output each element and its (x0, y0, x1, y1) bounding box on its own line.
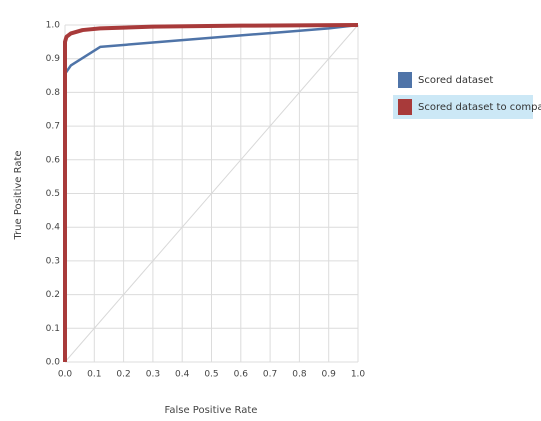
y-tick-label: 0.3 (46, 256, 60, 266)
x-tick-label: 0.4 (175, 370, 190, 380)
x-tick-label: 1.0 (351, 370, 366, 380)
legend-highlight (393, 95, 533, 119)
y-tick-label: 0.8 (46, 88, 61, 98)
x-tick-label: 0.5 (204, 370, 218, 380)
diagonal-reference (64, 24, 359, 363)
x-tick-label: 0.1 (87, 370, 101, 380)
x-tick-label: 0.2 (116, 370, 130, 380)
x-axis-title: False Positive Rate (165, 405, 258, 416)
x-tick-label: 0.0 (58, 370, 73, 380)
y-tick-label: 0.9 (46, 54, 61, 64)
y-tick-label: 0.2 (46, 290, 60, 300)
x-tick-label: 0.7 (263, 370, 277, 380)
y-tick-label: 0.5 (46, 189, 60, 199)
y-tick-label: 0.7 (46, 122, 60, 132)
y-tick-label: 1.0 (46, 21, 61, 31)
y-tick-label: 0.0 (46, 358, 61, 368)
x-tick-label: 0.6 (234, 370, 249, 380)
y-axis-title: True Positive Rate (13, 150, 24, 240)
legend-label[interactable]: Scored dataset to compare (418, 102, 541, 113)
y-tick-label: 0.6 (46, 155, 61, 165)
x-tick-label: 0.8 (292, 370, 307, 380)
legend-label[interactable]: Scored dataset (418, 75, 493, 86)
x-tick-label: 0.9 (322, 370, 337, 380)
y-tick-label: 0.4 (46, 223, 61, 233)
roc-line (63, 23, 359, 362)
x-tick-label: 0.3 (146, 370, 160, 380)
legend-swatch[interactable] (398, 99, 412, 115)
legend-swatch[interactable] (398, 72, 412, 88)
y-tick-label: 0.1 (46, 324, 60, 334)
